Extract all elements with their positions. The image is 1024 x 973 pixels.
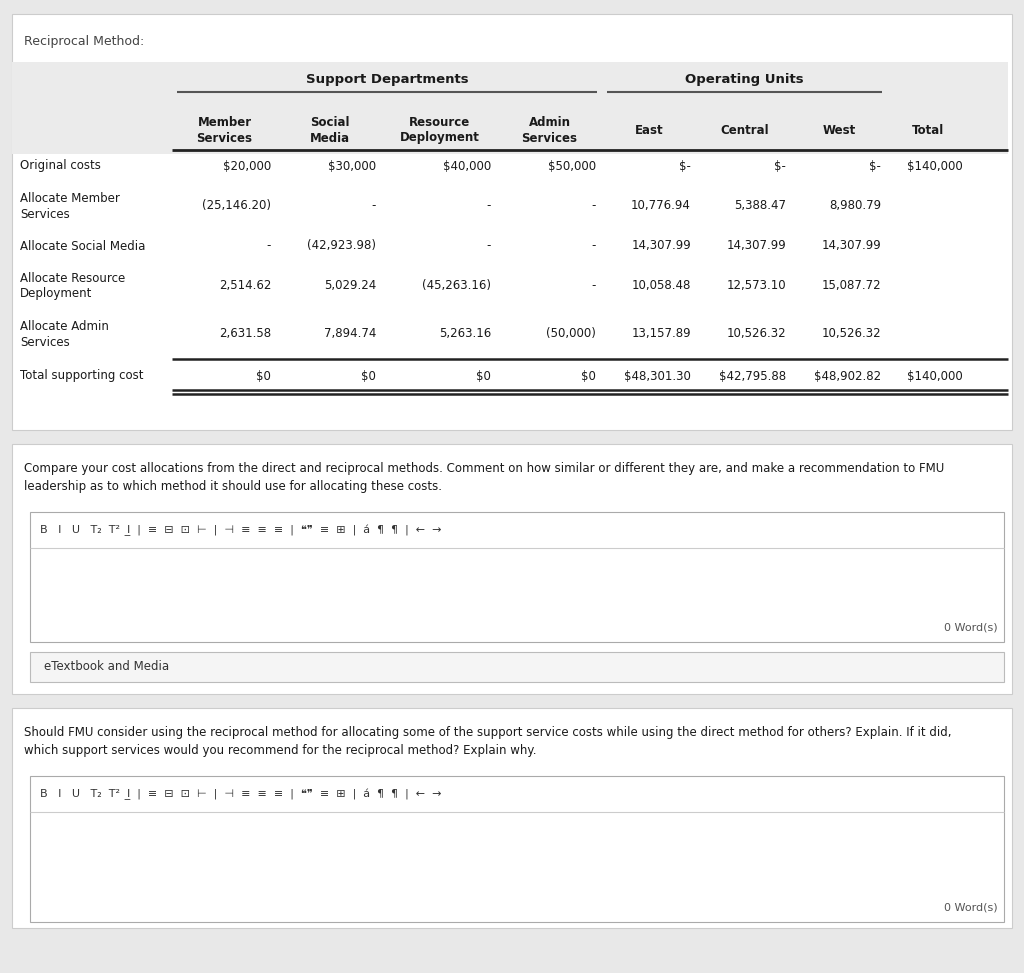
Text: Compare your cost allocations from the direct and reciprocal methods. Comment on: Compare your cost allocations from the d… — [24, 462, 944, 475]
Bar — [12, 14, 1012, 430]
Text: $0: $0 — [256, 370, 271, 382]
Text: Total: Total — [912, 124, 944, 136]
Text: which support services would you recommend for the reciprocal method? Explain wh: which support services would you recomme… — [24, 744, 537, 757]
Text: $-: $- — [774, 160, 786, 172]
Text: Allocate Social Media: Allocate Social Media — [20, 239, 145, 253]
Text: 2,631.58: 2,631.58 — [219, 328, 271, 341]
Text: -: - — [372, 199, 376, 212]
Text: Central: Central — [720, 124, 769, 136]
Text: leadership as to which method it should use for allocating these costs.: leadership as to which method it should … — [24, 480, 442, 493]
Text: Admin
Services: Admin Services — [521, 116, 578, 145]
Text: $-: $- — [679, 160, 691, 172]
Bar — [30, 652, 1004, 682]
Text: 12,573.10: 12,573.10 — [726, 279, 786, 293]
Text: 10,776.94: 10,776.94 — [631, 199, 691, 212]
Text: East: East — [635, 124, 664, 136]
Text: 5,263.16: 5,263.16 — [438, 328, 490, 341]
Text: (25,146.20): (25,146.20) — [202, 199, 271, 212]
Bar — [12, 62, 1008, 154]
Text: $48,902.82: $48,902.82 — [814, 370, 881, 382]
Text: 7,894.74: 7,894.74 — [324, 328, 376, 341]
Text: 2,514.62: 2,514.62 — [219, 279, 271, 293]
Text: Operating Units: Operating Units — [685, 74, 804, 87]
Text: $48,301.30: $48,301.30 — [624, 370, 691, 382]
Text: $-: $- — [869, 160, 881, 172]
Text: $140,000: $140,000 — [907, 370, 963, 382]
Text: Social
Media: Social Media — [309, 116, 349, 145]
Text: 5,388.47: 5,388.47 — [734, 199, 786, 212]
Text: $50,000: $50,000 — [548, 160, 596, 172]
Text: -: - — [592, 279, 596, 293]
Text: Allocate Admin
Services: Allocate Admin Services — [20, 319, 109, 348]
Text: 10,526.32: 10,526.32 — [821, 328, 881, 341]
Text: 0 Word(s): 0 Word(s) — [944, 902, 998, 912]
Text: -: - — [486, 239, 490, 253]
Bar — [12, 444, 1012, 694]
Text: (42,923.98): (42,923.98) — [307, 239, 376, 253]
Text: $0: $0 — [361, 370, 376, 382]
Text: 8,980.79: 8,980.79 — [828, 199, 881, 212]
Text: $0: $0 — [476, 370, 490, 382]
Text: $40,000: $40,000 — [442, 160, 490, 172]
Text: $42,795.88: $42,795.88 — [719, 370, 786, 382]
Bar — [12, 708, 1012, 928]
Text: -: - — [592, 199, 596, 212]
Text: $20,000: $20,000 — [223, 160, 271, 172]
Text: 5,029.24: 5,029.24 — [324, 279, 376, 293]
Text: Reciprocal Method:: Reciprocal Method: — [24, 35, 144, 49]
Text: 14,307.99: 14,307.99 — [631, 239, 691, 253]
Text: 13,157.89: 13,157.89 — [632, 328, 691, 341]
Text: Member
Services: Member Services — [197, 116, 253, 145]
Text: Allocate Member
Services: Allocate Member Services — [20, 192, 120, 221]
Text: Should FMU consider using the reciprocal method for allocating some of the suppo: Should FMU consider using the reciprocal… — [24, 726, 951, 739]
Text: eTextbook and Media: eTextbook and Media — [44, 661, 169, 673]
Text: $0: $0 — [582, 370, 596, 382]
Text: 10,526.32: 10,526.32 — [726, 328, 786, 341]
Text: 14,307.99: 14,307.99 — [726, 239, 786, 253]
Text: -: - — [266, 239, 271, 253]
Text: (45,263.16): (45,263.16) — [422, 279, 490, 293]
Text: B   I   U   T₂  T²  I̲  |  ≡  ⊟  ⊡  ⊢  |  ⊣  ≡  ≡  ≡  |  ❝❞  ≡  ⊞  |  á  ¶  ¶  |: B I U T₂ T² I̲ | ≡ ⊟ ⊡ ⊢ | ⊣ ≡ ≡ ≡ | ❝❞ … — [40, 524, 441, 536]
Text: $30,000: $30,000 — [328, 160, 376, 172]
Bar — [30, 512, 1004, 642]
Text: (50,000): (50,000) — [546, 328, 596, 341]
Text: 10,058.48: 10,058.48 — [632, 279, 691, 293]
Text: 0 Word(s): 0 Word(s) — [944, 622, 998, 632]
Text: Resource
Deployment: Resource Deployment — [399, 116, 479, 145]
Text: Support Departments: Support Departments — [306, 74, 468, 87]
Text: B   I   U   T₂  T²  I̲  |  ≡  ⊟  ⊡  ⊢  |  ⊣  ≡  ≡  ≡  |  ❝❞  ≡  ⊞  |  á  ¶  ¶  |: B I U T₂ T² I̲ | ≡ ⊟ ⊡ ⊢ | ⊣ ≡ ≡ ≡ | ❝❞ … — [40, 788, 441, 800]
Text: $140,000: $140,000 — [907, 160, 963, 172]
Text: -: - — [486, 199, 490, 212]
Text: 15,087.72: 15,087.72 — [821, 279, 881, 293]
Text: West: West — [823, 124, 856, 136]
Text: Total supporting cost: Total supporting cost — [20, 370, 143, 382]
Bar — [30, 776, 1004, 922]
Text: -: - — [592, 239, 596, 253]
Text: Allocate Resource
Deployment: Allocate Resource Deployment — [20, 271, 125, 301]
Text: Original costs: Original costs — [20, 160, 101, 172]
Text: 14,307.99: 14,307.99 — [821, 239, 881, 253]
